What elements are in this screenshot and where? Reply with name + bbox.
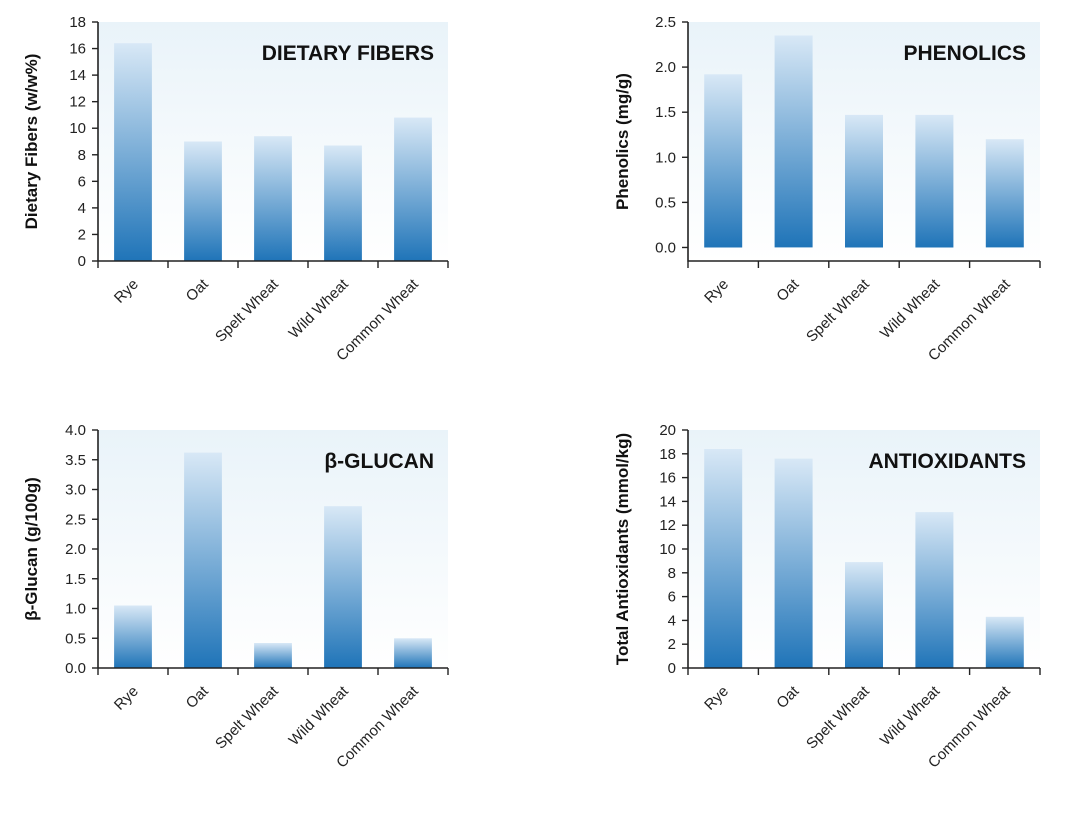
x-category-label: Oat — [183, 682, 213, 712]
x-category-label: Rye — [701, 683, 732, 714]
x-category-label: Spelt Wheat — [803, 275, 873, 345]
bar-oat — [774, 35, 813, 248]
x-category-label: Oat — [183, 275, 213, 305]
bar-common-wheat — [394, 117, 432, 261]
x-category-label: Spelt Wheat — [212, 682, 282, 752]
bar-rye — [114, 43, 152, 262]
y-tick-label: 0.0 — [655, 239, 676, 256]
x-category-label: Rye — [701, 276, 732, 307]
x-category-label: Wild Wheat — [877, 682, 944, 749]
y-tick-label: 3.5 — [65, 452, 86, 469]
bar-wild-wheat — [915, 512, 954, 668]
bar-spelt-wheat — [254, 643, 292, 668]
y-tick-label: 14 — [659, 493, 676, 510]
y-tick-label: 18 — [69, 14, 86, 31]
y-tick-label: 6 — [78, 173, 86, 190]
y-tick-label: 1.5 — [655, 104, 676, 121]
y-tick-label: 18 — [659, 446, 676, 463]
y-tick-label: 10 — [69, 120, 86, 137]
chart-title: PHENOLICS — [903, 42, 1026, 65]
bar-wild-wheat — [915, 114, 954, 248]
y-tick-label: 2 — [78, 226, 86, 243]
y-tick-label: 1.0 — [65, 601, 86, 618]
y-tick-label: 0 — [78, 253, 86, 270]
x-category-label: Wild Wheat — [877, 275, 944, 342]
y-tick-label: 12 — [69, 94, 86, 111]
x-category-label: Spelt Wheat — [212, 275, 282, 345]
y-tick-label: 3.0 — [65, 482, 86, 499]
chart-panel-4: 0 2 4 6 8 10 12 14 16 18 20 Rye Oat Spelt Wheat Wild W… — [613, 422, 1041, 771]
bar-oat — [184, 141, 222, 261]
x-category-label: Oat — [773, 275, 803, 305]
chart-panel-2: 0.0 0.5 1.0 1.5 2.0 2.5 Rye Oat Spelt Wheat Wild … — [613, 14, 1041, 364]
y-axis-label: Dietary Fibers (w/w%) — [22, 54, 41, 230]
bar-common-wheat — [394, 638, 432, 669]
bar-wild-wheat — [324, 506, 362, 668]
x-category-label: Wild Wheat — [286, 275, 353, 342]
x-category-label: Spelt Wheat — [803, 682, 873, 752]
y-tick-label: 10 — [659, 541, 676, 558]
plot-background — [98, 430, 448, 668]
y-axis-label: Total Antioxidants (mmol/kg) — [613, 433, 632, 665]
y-tick-label: 2.0 — [655, 59, 676, 76]
chart-title: ANTIOXIDANTS — [869, 450, 1027, 473]
chart-panel-3: 0.0 0.5 1.0 1.5 2.0 2.5 3.0 3.5 4.0 Rye Oat Spelt W… — [22, 422, 449, 771]
y-tick-label: 2.5 — [655, 14, 676, 31]
y-tick-label: 8 — [668, 565, 676, 582]
chart-panel-1: 0 2 4 6 8 10 12 14 16 18 Rye Oat Spelt Wheat Wild Whe… — [22, 14, 449, 364]
y-tick-label: 6 — [668, 589, 676, 606]
y-tick-label: 8 — [78, 147, 86, 164]
y-tick-label: 12 — [659, 517, 676, 534]
y-tick-label: 2.0 — [65, 541, 86, 558]
y-axis-label: β-Glucan (g/100g) — [22, 477, 41, 621]
y-tick-label: 0.5 — [65, 630, 86, 647]
x-category-label: Wild Wheat — [286, 682, 353, 749]
y-tick-label: 16 — [69, 41, 86, 58]
x-category-label: Rye — [111, 276, 142, 307]
bar-spelt-wheat — [254, 136, 292, 261]
bar-rye — [704, 449, 743, 668]
y-tick-label: 4 — [668, 612, 676, 629]
bar-oat — [184, 452, 222, 668]
y-tick-label: 2 — [668, 636, 676, 653]
y-tick-label: 1.5 — [65, 571, 86, 588]
y-tick-label: 4 — [78, 200, 86, 217]
y-tick-label: 4.0 — [65, 422, 86, 439]
y-tick-label: 0.0 — [65, 660, 86, 677]
y-tick-label: 1.0 — [655, 149, 676, 166]
y-axis-label: Phenolics (mg/g) — [613, 73, 632, 210]
y-tick-label: 20 — [659, 422, 676, 439]
y-tick-label: 2.5 — [65, 511, 86, 528]
bar-spelt-wheat — [845, 114, 883, 248]
y-tick-label: 16 — [659, 470, 676, 487]
bar-common-wheat — [985, 616, 1024, 668]
y-tick-label: 0 — [668, 660, 676, 677]
bar-spelt-wheat — [845, 562, 883, 668]
x-category-label: Rye — [111, 683, 142, 714]
bar-rye — [114, 605, 152, 668]
y-tick-label: 14 — [69, 67, 86, 84]
bar-rye — [704, 74, 743, 248]
y-tick-label: 0.5 — [655, 194, 676, 211]
x-category-label: Oat — [773, 682, 803, 712]
bar-common-wheat — [985, 139, 1024, 248]
chart-title: β-GLUCAN — [324, 450, 434, 473]
bar-oat — [774, 458, 813, 668]
chart-title: DIETARY FIBERS — [262, 42, 434, 65]
bar-wild-wheat — [324, 145, 362, 261]
